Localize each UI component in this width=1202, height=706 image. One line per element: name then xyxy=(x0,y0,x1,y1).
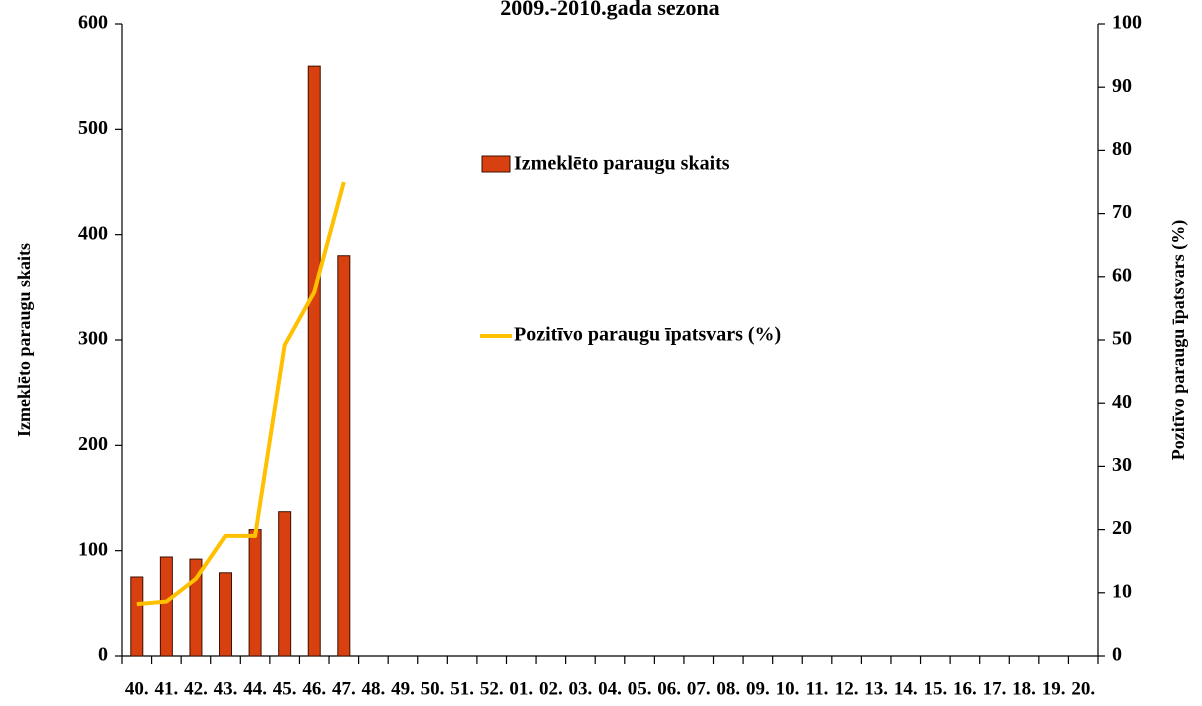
bar xyxy=(219,572,233,657)
x-tick-label: 02. xyxy=(539,678,563,699)
y2-tick-label: 40 xyxy=(1112,391,1132,413)
x-tick-label: 52. xyxy=(480,678,504,699)
y2-axis-label: Pozitīvo paraugu īpatsvars (%) xyxy=(1168,220,1189,461)
x-tick-label: 18. xyxy=(1012,678,1036,699)
y-tick-label: 500 xyxy=(78,117,108,139)
x-tick-label: 41. xyxy=(154,678,178,699)
x-tick-label: 14. xyxy=(894,678,918,699)
bar xyxy=(278,511,292,657)
y2-tick-label: 50 xyxy=(1112,328,1132,350)
y-axis-label: Izmeklēto paraugu skaits xyxy=(14,243,34,437)
x-tick-label: 19. xyxy=(1042,678,1066,699)
y-tick-label: 100 xyxy=(78,538,108,560)
x-tick-label: 50. xyxy=(421,678,445,699)
x-tick-label: 04. xyxy=(598,678,622,699)
x-tick-label: 11. xyxy=(806,678,829,699)
y2-tick-label: 90 xyxy=(1112,75,1132,97)
y-tick-label: 0 xyxy=(98,644,108,666)
y2-tick-label: 80 xyxy=(1112,138,1132,160)
x-tick-label: 48. xyxy=(362,678,386,699)
x-tick-label: 42. xyxy=(184,678,208,699)
y-tick-label: 600 xyxy=(78,12,108,34)
x-tick-label: 20. xyxy=(1071,678,1095,699)
x-tick-label: 46. xyxy=(302,678,326,699)
x-tick-label: 17. xyxy=(983,678,1007,699)
x-tick-label: 01. xyxy=(509,678,533,699)
x-tick-label: 10. xyxy=(776,678,800,699)
x-tick-label: 03. xyxy=(569,678,593,699)
legend-label: Pozitīvo paraugu īpatsvars (%) xyxy=(514,324,781,346)
x-tick-label: 06. xyxy=(657,678,681,699)
x-tick-label: 12. xyxy=(835,678,859,699)
x-tick-label: 15. xyxy=(923,678,947,699)
x-tick-label: 44. xyxy=(243,678,267,699)
x-tick-label: 08. xyxy=(716,678,740,699)
y2-tick-label: 30 xyxy=(1112,454,1132,476)
y2-tick-label: 100 xyxy=(1112,12,1142,34)
y2-tick-label: 70 xyxy=(1112,201,1132,223)
bar xyxy=(130,576,144,657)
x-tick-label: 45. xyxy=(273,678,297,699)
x-tick-label: 40. xyxy=(125,678,149,699)
y-tick-label: 400 xyxy=(78,222,108,244)
x-tick-label: 16. xyxy=(953,678,977,699)
bar xyxy=(307,65,321,657)
y-tick-label: 200 xyxy=(78,433,108,455)
x-tick-label: 13. xyxy=(864,678,888,699)
y2-tick-label: 10 xyxy=(1112,580,1132,602)
x-tick-label: 43. xyxy=(214,678,238,699)
bar xyxy=(337,255,351,657)
bar xyxy=(248,529,262,657)
legend-swatch xyxy=(481,155,511,173)
x-tick-label: 51. xyxy=(450,678,474,699)
y2-tick-label: 60 xyxy=(1112,264,1132,286)
y2-tick-label: 0 xyxy=(1112,644,1122,666)
y-tick-label: 300 xyxy=(78,328,108,350)
x-tick-label: 09. xyxy=(746,678,770,699)
x-tick-label: 49. xyxy=(391,678,415,699)
x-tick-label: 05. xyxy=(628,678,652,699)
chart-title: 2009.-2010.gada sezona xyxy=(500,0,719,20)
x-tick-label: 47. xyxy=(332,678,356,699)
legend-label: Izmeklēto paraugu skaits xyxy=(514,153,730,175)
line xyxy=(136,181,346,607)
x-tick-label: 07. xyxy=(687,678,711,699)
bar xyxy=(159,556,173,657)
y2-tick-label: 20 xyxy=(1112,517,1132,539)
